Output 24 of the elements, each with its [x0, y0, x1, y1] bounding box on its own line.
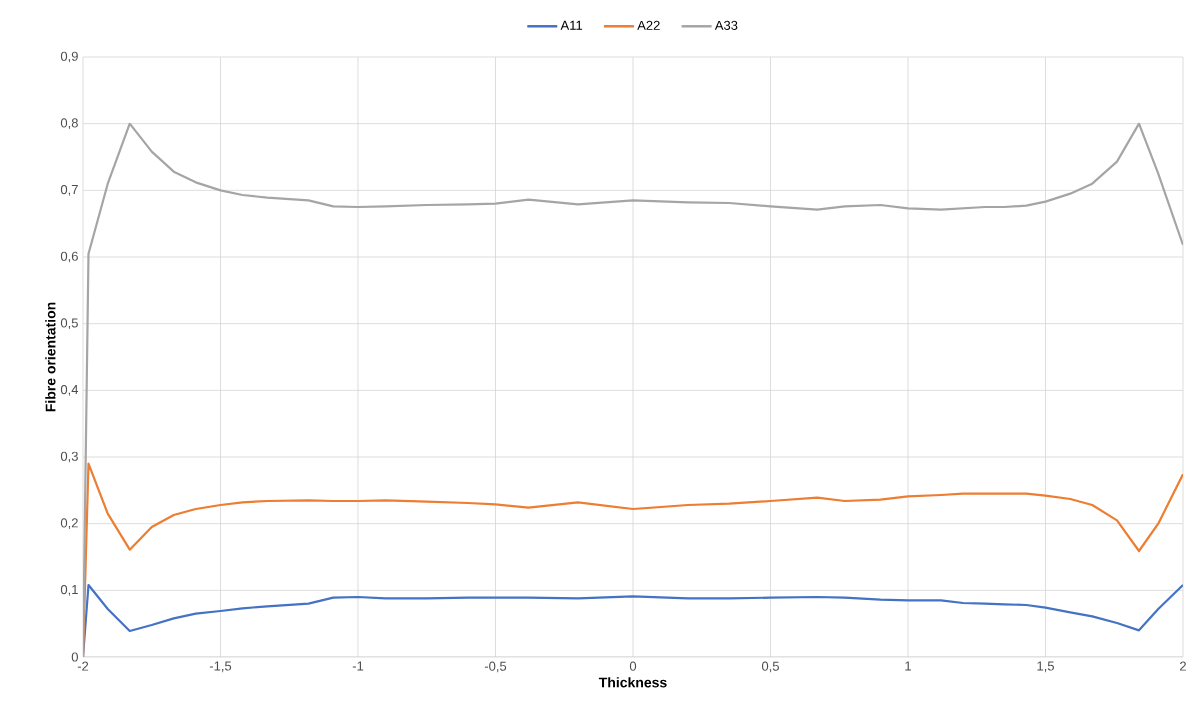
x-tick-label: 1,5 — [1037, 661, 1054, 673]
x-tick-label: -1 — [352, 661, 364, 671]
legend-label: A11 — [560, 20, 583, 30]
y-axis-title: Fibre orientation — [45, 302, 56, 412]
y-tick-label: 0,5 — [60, 318, 78, 330]
legend-label: A33 — [714, 20, 738, 30]
y-tick-label: 0,2 — [60, 518, 78, 530]
y-tick-label: 0,9 — [60, 51, 78, 63]
y-tick-label: 0,3 — [60, 451, 78, 463]
y-tick-label: 0 — [71, 652, 78, 662]
legend-label: A22 — [637, 20, 660, 30]
x-tick-label: 2 — [1180, 661, 1186, 671]
x-tick-label: -2 — [77, 661, 89, 671]
x-tick-label: -0,5 — [484, 661, 507, 673]
y-tick-label: 0,7 — [60, 184, 78, 196]
x-axis-title: Thickness — [598, 677, 667, 688]
y-tick-label: 0,6 — [60, 251, 78, 263]
y-tick-label: 0,8 — [60, 118, 78, 130]
y-tick-label: 0,1 — [60, 584, 78, 596]
x-tick-label: 0 — [629, 661, 637, 671]
x-tick-label: 1 — [905, 661, 911, 671]
y-tick-label: 0,4 — [60, 384, 79, 396]
x-tick-label: 0,5 — [761, 661, 779, 673]
x-tick-label: -1,5 — [209, 661, 232, 673]
